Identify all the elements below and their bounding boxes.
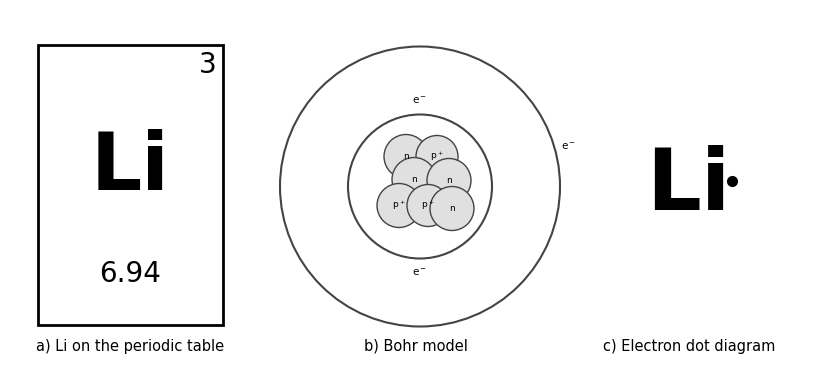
Text: Li: Li <box>647 145 731 228</box>
Text: p$^+$: p$^+$ <box>430 150 444 163</box>
Circle shape <box>407 185 449 226</box>
Bar <box>38 45 223 325</box>
Circle shape <box>377 184 421 228</box>
Circle shape <box>416 135 458 178</box>
Text: c) Electron dot diagram: c) Electron dot diagram <box>602 339 775 354</box>
Text: n: n <box>449 204 455 213</box>
Circle shape <box>392 157 436 201</box>
Text: b) Bohr model: b) Bohr model <box>364 339 468 354</box>
Text: e$^-$: e$^-$ <box>412 95 428 106</box>
Text: 6.94: 6.94 <box>99 260 161 288</box>
Text: p$^+$: p$^+$ <box>392 199 406 212</box>
Circle shape <box>427 159 471 203</box>
Text: 3: 3 <box>199 51 217 79</box>
Text: n: n <box>403 152 409 161</box>
Circle shape <box>430 186 474 231</box>
Circle shape <box>384 135 428 179</box>
Text: Li: Li <box>91 129 170 207</box>
Text: e$^-$: e$^-$ <box>561 141 576 152</box>
Text: n: n <box>411 175 417 184</box>
Text: e$^-$: e$^-$ <box>412 267 428 278</box>
Text: a) Li on the periodic table: a) Li on the periodic table <box>36 339 224 354</box>
Text: n: n <box>446 176 452 185</box>
Text: p$^+$: p$^+$ <box>421 199 435 212</box>
